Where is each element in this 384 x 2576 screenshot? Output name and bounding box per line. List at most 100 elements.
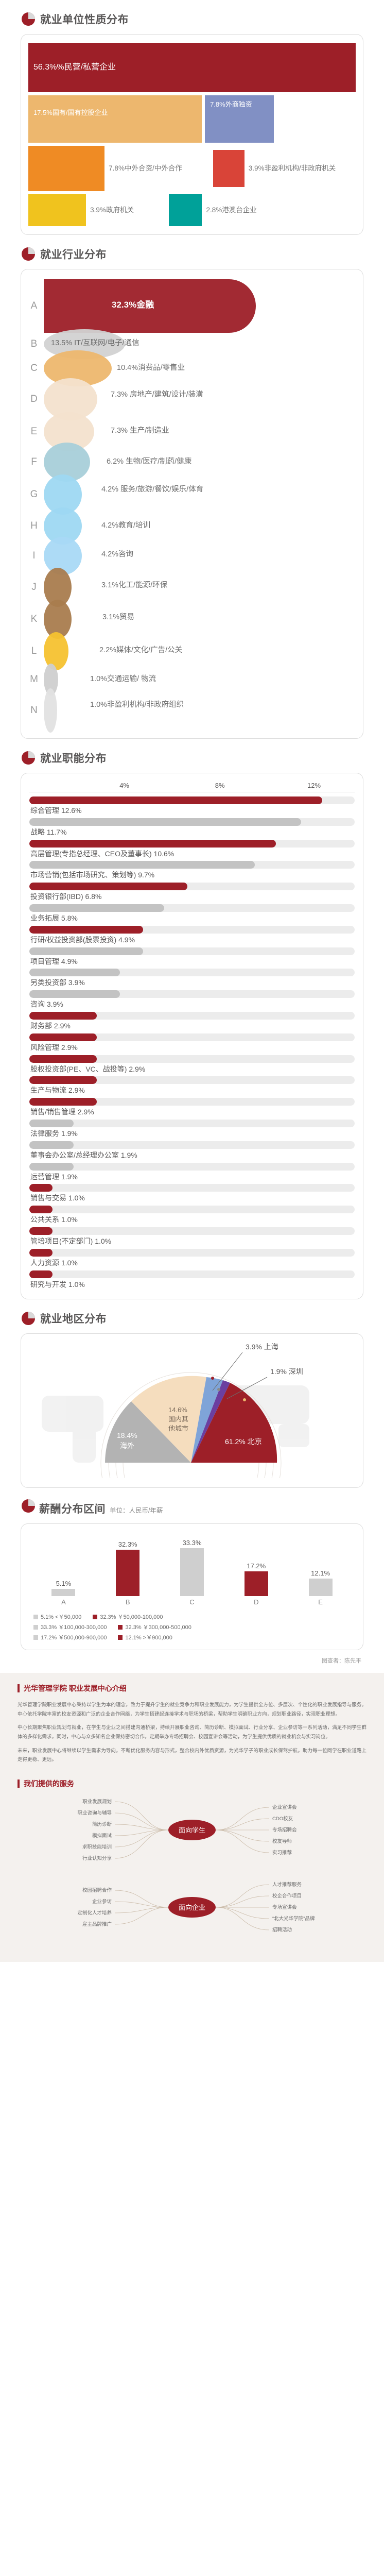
mindmap-branch-label[interactable]: 企业宣讲会 <box>272 1804 297 1810</box>
salary-legend-item[interactable]: 12.1% >￥900,000 <box>118 1633 172 1641</box>
function-bar-item[interactable]: 项目管理 4.9% <box>27 947 357 969</box>
function-bar-item[interactable]: 人力资源 1.0% <box>27 1248 357 1270</box>
funnel-shape-l <box>44 632 68 670</box>
mindmap-branch-label[interactable]: 模拟面试 <box>92 1833 112 1839</box>
function-bar-item[interactable]: 另类投资部 3.9% <box>27 969 357 990</box>
function-bar-item[interactable]: 市场营销(包括市场研究、策划等) 9.7% <box>27 861 357 883</box>
salary-bar-column[interactable]: 33.3% <box>160 1538 224 1597</box>
mindmap-branch-label[interactable]: 招聘活动 <box>272 1927 292 1933</box>
mindmap-branch-label[interactable]: CDO校友 <box>272 1816 293 1822</box>
function-bar-item[interactable]: 咨询 3.9% <box>27 990 357 1012</box>
salary-legend-item[interactable]: 32.3% ￥300,000-500,000 <box>118 1623 191 1631</box>
salary-bar-column[interactable]: 12.1% <box>288 1538 353 1597</box>
pie-slice-other-cities[interactable] <box>131 1376 206 1463</box>
mindmap-center-node[interactable] <box>168 1896 216 1918</box>
function-bar-item[interactable]: 生产与物流 2.9% <box>27 1076 357 1098</box>
function-bar-item[interactable]: 董事会办公室/总经理办公室 1.9% <box>27 1141 357 1163</box>
treemap-row-1: 56.3%%民营/私营企业 <box>28 43 356 92</box>
mindmap-branch-label[interactable]: 校企合作项目 <box>272 1893 302 1899</box>
salary-x-label: B <box>125 1598 130 1606</box>
mindmap-branch-label[interactable]: 简历诊断 <box>92 1821 112 1827</box>
mindmap-branch-label[interactable]: 专场招聘会 <box>272 1827 297 1833</box>
pie-slice-shanghai[interactable] <box>191 1377 223 1463</box>
salary-bar-column[interactable]: 32.3% <box>96 1538 160 1597</box>
funnel-row-n[interactable]: N 1.0%非盈利机构/非政府组织 <box>26 688 358 733</box>
mindmap-branch-label[interactable]: 行业认知分享 <box>82 1855 112 1861</box>
function-bar-item[interactable]: 销售与交易 1.0% <box>27 1184 357 1206</box>
function-bar-item[interactable]: 管培项目(不定部门) 1.0% <box>27 1227 357 1249</box>
function-bar-item[interactable]: 业务拓展 5.8% <box>27 904 357 926</box>
treemap-cell-government[interactable] <box>28 194 86 226</box>
mindmap-branch-label[interactable]: 人才推荐服务 <box>272 1882 302 1888</box>
treemap-cell-joint-venture[interactable] <box>28 146 105 191</box>
function-bar-item[interactable]: 公共关系 1.0% <box>27 1206 357 1227</box>
funnel-row-c[interactable]: C 10.4%消费品/零售业 <box>26 350 358 386</box>
pie-slice-beijing[interactable] <box>191 1383 277 1463</box>
salary-legend-item[interactable]: 32.3% ￥50,000-100,000 <box>93 1613 163 1621</box>
salary-bar-column[interactable]: 5.1% <box>31 1538 96 1597</box>
mindmap-branch-label[interactable]: 定制化人才培养 <box>77 1910 112 1916</box>
pie-slice-overseas[interactable] <box>105 1401 191 1463</box>
funnel-row-g[interactable]: G 4.2% 服务/旅游/餐饮/娱乐/体育 <box>26 474 358 515</box>
legend-swatch-icon <box>33 1614 38 1619</box>
mindmap-center-node[interactable] <box>168 1819 216 1840</box>
funnel-key: N <box>30 705 38 716</box>
funnel-row-m[interactable]: M 1.0%交通运输/ 物流 <box>26 664 358 696</box>
legend-label: 12.1% >￥900,000 <box>125 1635 172 1641</box>
function-bar-item[interactable]: 行研/权益投资部(股票投资) 4.9% <box>27 925 357 947</box>
function-bar-item[interactable]: 研究与开发 1.0% <box>27 1270 357 1292</box>
mindmap-branch-label[interactable]: 雇主品牌推广 <box>82 1921 112 1927</box>
mindmap-branch-label[interactable]: 校友导师 <box>272 1838 292 1844</box>
salary-bar-column[interactable]: 17.2% <box>224 1538 288 1597</box>
salary-legend-item[interactable]: 17.2% ￥500,000-900,000 <box>33 1633 107 1641</box>
pie-label-shanghai: 3.9% 上海 <box>246 1343 278 1351</box>
function-bar-item[interactable]: 高层管理(专指总经理、CEO及董事长) 10.6% <box>27 839 357 861</box>
funnel-row-h[interactable]: H 4.2%教育/培训 <box>26 507 358 545</box>
function-bar-item[interactable]: 综合管理 12.6% <box>27 796 357 818</box>
mindmap-branch-line <box>215 1818 270 1831</box>
svg-text:他城市: 他城市 <box>168 1425 188 1432</box>
function-bar-track <box>29 1119 355 1127</box>
funnel-row-j[interactable]: J 3.1%化工/能源/环保 <box>26 568 358 607</box>
treemap-cell-foreign[interactable]: 7.8%外商独资 <box>205 95 274 143</box>
funnel-row-k[interactable]: K 3.1%贸易 <box>26 600 358 639</box>
function-bar-item[interactable]: 财务部 2.9% <box>27 1011 357 1033</box>
function-bar-item[interactable]: 风险管理 2.9% <box>27 1033 357 1055</box>
function-bar-item[interactable]: 股权投资部(PE、VC、战投等) 2.9% <box>27 1055 357 1077</box>
function-bar-label: 人力资源 1.0% <box>30 1258 78 1267</box>
treemap-cell-nonprofit[interactable] <box>213 150 245 187</box>
funnel-row-a[interactable]: A 32.3%金融 <box>26 279 358 333</box>
pie-chart-icon <box>22 1499 35 1513</box>
funnel-row-i[interactable]: I 4.2%咨询 <box>26 537 358 575</box>
intro-paragraph: 中心长期聚焦职业规划与就业，在学生与企业之间搭建沟通桥梁，持续开展职业咨询、简历… <box>18 1725 366 1740</box>
function-bar-fill <box>29 1076 97 1084</box>
funnel-key: H <box>30 520 38 531</box>
mindmap-branch-label[interactable]: 企业参访 <box>92 1899 112 1905</box>
funnel-row-l[interactable]: L 2.2%媒体/文化/广告/公关 <box>26 632 358 670</box>
mindmap-branch-label[interactable]: 实习推荐 <box>272 1850 292 1856</box>
accent-bar-icon <box>18 1684 20 1693</box>
mindmap-branch-label[interactable]: 职业发展规划 <box>82 1799 112 1805</box>
salary-legend-item[interactable]: 33.3% ￥100,000-300,000 <box>33 1623 107 1631</box>
legend-swatch-icon <box>93 1614 98 1619</box>
funnel-row-e[interactable]: E 7.3% 生产/制造业 <box>26 412 358 451</box>
funnel-row-f[interactable]: F 6.2% 生物/医疗/制药/健康 <box>26 443 358 482</box>
function-bar-item[interactable]: 运营管理 1.9% <box>27 1162 357 1184</box>
mindmap-branch-label[interactable]: 专场宣讲会 <box>272 1904 297 1910</box>
mindmap-branch-label[interactable]: “北大光华学院”品牌 <box>272 1916 315 1922</box>
treemap-cell-private[interactable]: 56.3%%民营/私营企业 <box>28 43 356 92</box>
mindmap-branch-label[interactable]: 校园招聘合作 <box>82 1887 112 1893</box>
pie-slice-shenzhen[interactable] <box>191 1380 230 1463</box>
salary-legend-item[interactable]: 5.1% <￥50,000 <box>33 1613 81 1621</box>
treemap-cell-hmt[interactable] <box>169 194 202 226</box>
funnel-row-d[interactable]: D 7.3% 房地产/建筑/设计/装潢 <box>26 378 358 420</box>
function-bar-item[interactable]: 战略 11.7% <box>27 818 357 840</box>
mindmap-branch-label[interactable]: 求职技能培训 <box>82 1844 112 1850</box>
mindmap-branch-label[interactable]: 职业咨询与辅导 <box>77 1810 112 1816</box>
function-bar-item[interactable]: 法律服务 1.9% <box>27 1119 357 1141</box>
function-bar-item[interactable]: 投资银行部(IBD) 6.8% <box>27 883 357 904</box>
treemap-cell-state-owned[interactable]: 17.5%国有/国有控股企业 <box>28 95 202 143</box>
function-bar-fill <box>29 1011 97 1020</box>
function-bar-item[interactable]: 销售/销售管理 2.9% <box>27 1098 357 1120</box>
